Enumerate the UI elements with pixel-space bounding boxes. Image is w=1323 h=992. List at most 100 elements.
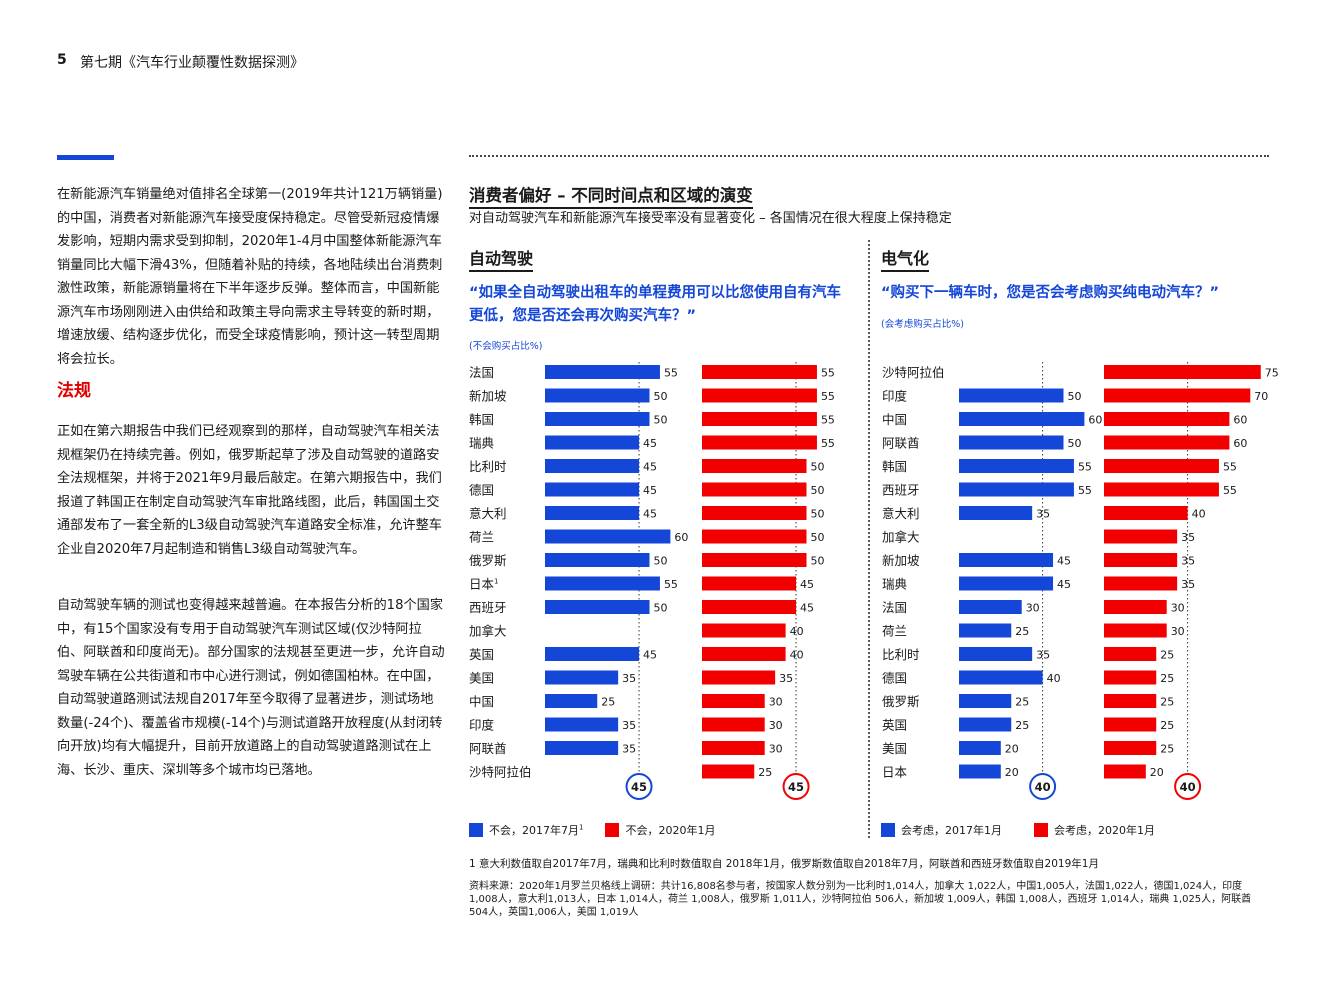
bar [1104, 459, 1219, 473]
category-label: 新加坡 [469, 389, 507, 404]
bar [545, 412, 650, 426]
category-label: 比利时 [882, 647, 920, 662]
data-label: 40 [1192, 508, 1206, 521]
chart-subtitle: 对自动驾驶汽车和新能源汽车接受率没有显著变化 – 各国情况在很大程度上保持稳定 [469, 211, 952, 226]
category-label: 韩国 [882, 459, 907, 474]
data-label: 35 [622, 743, 636, 756]
bar [702, 670, 776, 685]
source-note: 资料来源：2020年1月罗兰贝格线上调研：共计16,808名参与者，按国家人数分… [469, 881, 1252, 918]
bar [1104, 482, 1219, 497]
data-label: 35 [1181, 555, 1195, 568]
bar [545, 482, 640, 497]
data-label: 50 [654, 602, 668, 615]
bar [702, 717, 765, 732]
bar [959, 647, 1033, 661]
data-label: 30 [769, 743, 783, 756]
category-label: 荷兰 [469, 530, 494, 545]
bar [959, 412, 1085, 426]
average-badge [625, 773, 653, 800]
data-label: 55 [821, 414, 835, 427]
data-label: 45 [800, 602, 814, 615]
bar [545, 647, 640, 661]
legend-swatch-2020 [1034, 823, 1048, 837]
data-label: 40 [1047, 672, 1061, 685]
bar [702, 647, 786, 661]
autonomous-question: “如果全自动驾驶出租车的单程费用可以比您使用自有汽车更低，您是否还会再次购买汽车… [469, 285, 842, 324]
bar [1104, 623, 1167, 638]
data-label: 50 [1068, 437, 1082, 450]
category-label: 加拿大 [469, 624, 507, 639]
section-divider [868, 240, 870, 838]
bar [1104, 717, 1157, 732]
category-label: 法国 [882, 600, 907, 615]
bar [545, 600, 650, 614]
bar [545, 576, 660, 591]
bar [959, 717, 1012, 732]
data-label: 45 [1057, 578, 1071, 591]
data-label: 50 [811, 461, 825, 474]
electrification-legend: 会考虑，2017年1月 会考虑，2020年1月 [881, 822, 1177, 838]
bar [545, 694, 598, 708]
bar [702, 412, 817, 426]
bar [1104, 576, 1178, 591]
category-label: 俄罗斯 [469, 553, 507, 568]
data-label: 30 [1171, 625, 1185, 638]
legend-label-2017: 会考虑，2017年1月 [901, 824, 1002, 837]
bar [959, 388, 1064, 403]
bar [545, 553, 650, 567]
data-label: 50 [654, 390, 668, 403]
bar [545, 717, 619, 732]
category-label: 法国 [469, 365, 494, 380]
data-label: 30 [1171, 602, 1185, 615]
data-label: 35 [622, 719, 636, 732]
data-label: 55 [1078, 461, 1092, 474]
category-label: 美国 [469, 671, 494, 686]
bar [702, 576, 797, 591]
bar [959, 623, 1012, 638]
bar [702, 600, 797, 614]
average-value: 45 [788, 780, 804, 794]
category-label: 比利时 [469, 459, 507, 474]
bar [1104, 670, 1157, 685]
data-label: 25 [1015, 719, 1029, 732]
bar [959, 670, 1043, 685]
data-label: 55 [1078, 484, 1092, 497]
autonomous-legend: 不会，2017年7月1 不会，2020年1月 [469, 822, 737, 838]
bar [545, 529, 671, 544]
category-label: 英国 [469, 647, 494, 662]
category-label: 印度 [469, 718, 495, 733]
category-label: 沙特阿拉伯 [469, 765, 532, 780]
data-label: 55 [664, 578, 678, 591]
data-label: 55 [664, 367, 678, 380]
data-label: 35 [1036, 508, 1050, 521]
data-label: 25 [1160, 719, 1174, 732]
legend-label-2017: 不会，2017年7月1 [489, 823, 584, 837]
legend-swatch-2017 [469, 823, 483, 837]
bar [959, 600, 1022, 614]
data-label: 20 [1005, 743, 1019, 756]
category-label: 阿联酋 [469, 741, 507, 756]
data-label: 50 [1068, 390, 1082, 403]
data-label: 55 [821, 367, 835, 380]
category-label: 瑞典 [882, 577, 907, 592]
data-label: 50 [811, 484, 825, 497]
data-label: 25 [1160, 649, 1174, 662]
data-label: 30 [1026, 602, 1040, 615]
data-label: 35 [779, 672, 793, 685]
category-label: 西班牙 [882, 483, 920, 498]
bar [959, 764, 1001, 779]
electrification-section-title: 电气化 [881, 245, 930, 272]
page-number: 5 [57, 52, 67, 68]
electrification-unit-label: (会考虑购买占比%) [881, 319, 964, 330]
footnote: 1 意大利数值取自2017年7月，瑞典和比利时数值取自 2018年1月，俄罗斯数… [469, 858, 1099, 870]
bar [702, 764, 755, 779]
category-label: 意大利 [469, 506, 507, 521]
data-label: 25 [1015, 696, 1029, 709]
data-label: 55 [821, 437, 835, 450]
document-title: 第七期《汽车行业颠覆性数据探测》 [80, 55, 304, 71]
category-label: 英国 [882, 718, 907, 733]
bar [702, 388, 817, 403]
bar [545, 435, 640, 450]
legend-swatch-2020 [605, 823, 620, 837]
data-label: 20 [1005, 766, 1019, 779]
